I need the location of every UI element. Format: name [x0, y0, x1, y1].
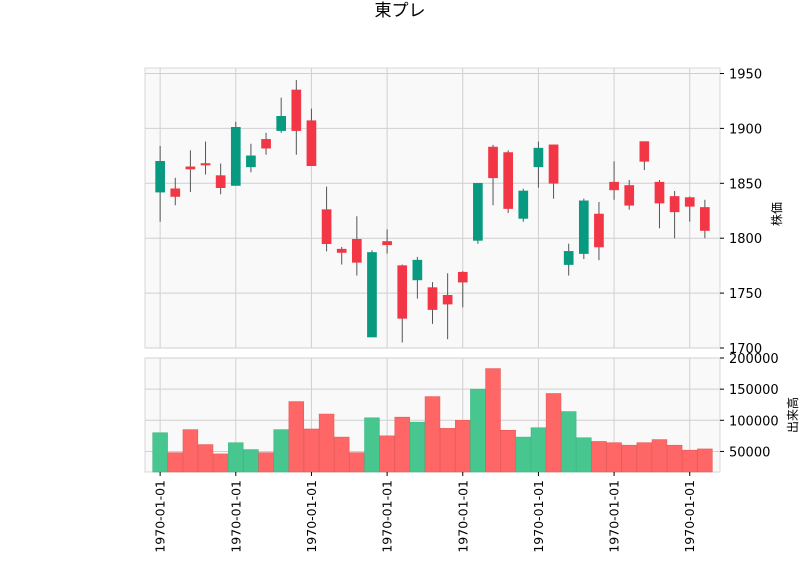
candle-body [321, 209, 332, 244]
candle-body [367, 252, 377, 338]
volume-bar [152, 432, 168, 473]
candle-body [578, 200, 589, 254]
price-tick-label: 1950 [729, 67, 762, 82]
volume-bar [666, 444, 683, 473]
candle-body [397, 265, 408, 319]
candle-body [230, 126, 241, 186]
volume-bar [621, 444, 637, 473]
volume-tick-label: 50000 [729, 445, 770, 460]
volume-bar [394, 416, 410, 473]
volume-panel: 50000 100000 150000 200000 [144, 352, 779, 473]
date-tick-label: 1970-01-01 [228, 480, 243, 553]
date-tick-label: 1970-01-01 [682, 480, 697, 553]
date-tick-label: 1970-01-01 [304, 480, 319, 553]
date-tick-label: 1970-01-01 [607, 480, 622, 553]
candle-body [654, 181, 665, 204]
candle-body [382, 241, 392, 246]
price-tick-label: 1850 [729, 177, 762, 192]
volume-bar [682, 449, 698, 473]
volume-bar [182, 429, 199, 473]
candle-body [684, 197, 695, 207]
date-tick-label: 1970-01-01 [531, 480, 546, 553]
volume-bar [318, 413, 335, 473]
volume-bar [455, 419, 471, 473]
volume-bar [379, 435, 395, 473]
volume-bar [470, 388, 486, 473]
volume-bar [167, 452, 183, 473]
volume-tick-label: 200000 [729, 352, 779, 367]
candle-body [639, 141, 650, 162]
candle-body [503, 152, 513, 209]
volume-axis-label: 出来高 [785, 397, 800, 433]
volume-bar [228, 442, 244, 473]
volume-bar [439, 428, 456, 473]
volume-bar [636, 442, 653, 473]
date-tick-label: 1970-01-01 [153, 480, 168, 553]
candle-body [291, 89, 302, 131]
volume-bar [530, 427, 547, 473]
candle-body [669, 196, 680, 213]
volume-bar [288, 401, 305, 473]
volume-bar [560, 411, 577, 473]
candle-body [261, 139, 271, 149]
candle-body [215, 175, 226, 188]
volume-bar [697, 448, 713, 473]
chart-title: 東プレ [375, 1, 426, 21]
volume-tick-label: 100000 [729, 414, 779, 429]
candle-body [155, 161, 165, 193]
candle-body [427, 287, 438, 310]
volume-bar [591, 441, 607, 473]
candle-body [609, 181, 619, 191]
volume-bar [409, 421, 426, 473]
price-axis-label: 株価 [769, 202, 784, 226]
price-tick-label: 1700 [729, 342, 762, 357]
candle-body [170, 188, 181, 197]
volume-bar [606, 442, 622, 473]
volume-bar [515, 436, 532, 473]
candle-body [473, 182, 483, 241]
candle-body [352, 238, 362, 263]
volume-bar [258, 452, 274, 473]
candle-body [533, 147, 544, 168]
volume-bar [303, 428, 320, 473]
price-panel: 1700 1750 1800 1850 1900 1950 [144, 67, 762, 357]
candle-body [200, 163, 211, 166]
candle-body [276, 116, 287, 131]
candle-body [518, 190, 529, 219]
volume-bar [333, 436, 350, 473]
candle-body [594, 213, 604, 248]
volume-bar [576, 437, 592, 473]
volume-bar [349, 452, 365, 473]
candle-body [700, 207, 710, 231]
volume-bar [651, 439, 668, 473]
price-tick-label: 1750 [729, 287, 762, 302]
date-axis: 1970-01-01 1970-01-01 1970-01-01 1970-01-01… [153, 472, 697, 553]
volume-tick-label: 150000 [729, 383, 779, 398]
candle-body [246, 155, 256, 168]
candle-body [412, 259, 423, 281]
volume-bar [243, 449, 259, 473]
volume-bar [500, 429, 516, 473]
candle-body [563, 251, 574, 265]
volume-bar [424, 396, 441, 473]
volume-bar [273, 429, 289, 473]
volume-bar [364, 417, 380, 473]
candle-body [548, 144, 559, 184]
candle-body [185, 166, 196, 170]
price-tick-label: 1900 [729, 122, 762, 137]
volume-bar [485, 368, 501, 473]
candle-body [624, 185, 635, 206]
candle-body [442, 294, 453, 305]
date-tick-label: 1970-01-01 [380, 480, 395, 553]
volume-bar [197, 444, 214, 473]
volume-bar [545, 393, 562, 473]
volume-bar [212, 453, 229, 473]
candle-body [488, 146, 498, 179]
candle-body [457, 271, 468, 283]
date-tick-label: 1970-01-01 [455, 480, 470, 553]
price-tick-label: 1800 [729, 232, 762, 247]
candle-body [336, 248, 347, 253]
candle-body [306, 120, 317, 167]
